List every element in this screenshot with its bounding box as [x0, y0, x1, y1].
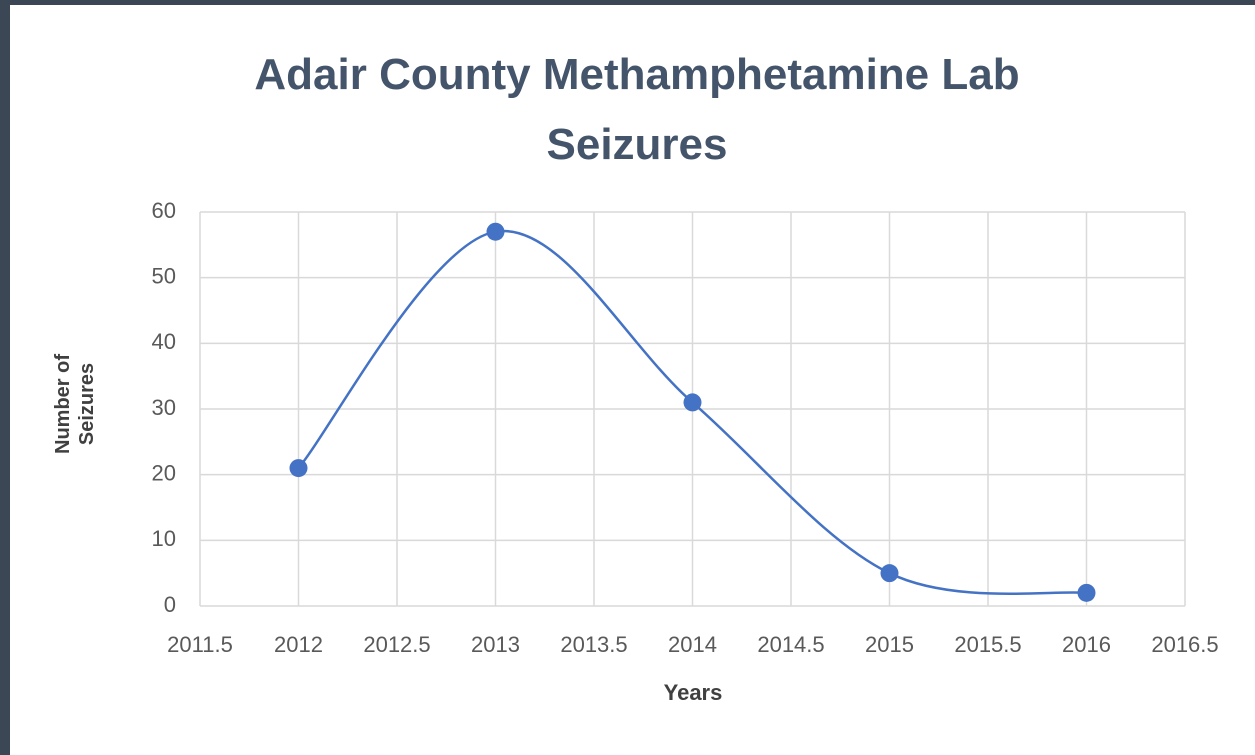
x-tick-label: 2012.5: [363, 632, 430, 657]
x-tick-label: 2016: [1062, 632, 1111, 657]
x-tick-label: 2015.5: [954, 632, 1021, 657]
x-tick-label: 2015: [865, 632, 914, 657]
y-tick-label: 60: [152, 198, 176, 223]
y-tick-label: 0: [164, 592, 176, 617]
y-tick-label: 50: [152, 263, 176, 288]
data-point: [1077, 583, 1096, 602]
x-axis-label: Years: [663, 680, 723, 705]
x-tick-label: 2011.5: [167, 632, 233, 657]
data-point: [683, 393, 702, 412]
data-point: [880, 564, 899, 583]
x-tick-label: 2012: [274, 632, 323, 657]
y-tick-label: 20: [152, 460, 176, 485]
series-line: [297, 229, 1087, 596]
x-tick-label: 2013: [471, 632, 520, 657]
y-tick-label: 10: [152, 526, 176, 551]
data-point: [486, 222, 505, 241]
panel: [10, 5, 1255, 755]
y-tick-label: 30: [152, 395, 176, 420]
x-tick-label: 2014.5: [757, 632, 824, 657]
x-tick-label: 2016.5: [1151, 632, 1218, 657]
x-tick-label: 2014: [668, 632, 717, 657]
chart-title: Adair County Methamphetamine Lab Seizure…: [254, 50, 1020, 169]
y-axis-label: Number of Seizures: [52, 354, 98, 454]
data-point: [289, 459, 308, 478]
x-tick-label: 2013.5: [560, 632, 627, 657]
y-tick-label: 40: [152, 329, 176, 354]
